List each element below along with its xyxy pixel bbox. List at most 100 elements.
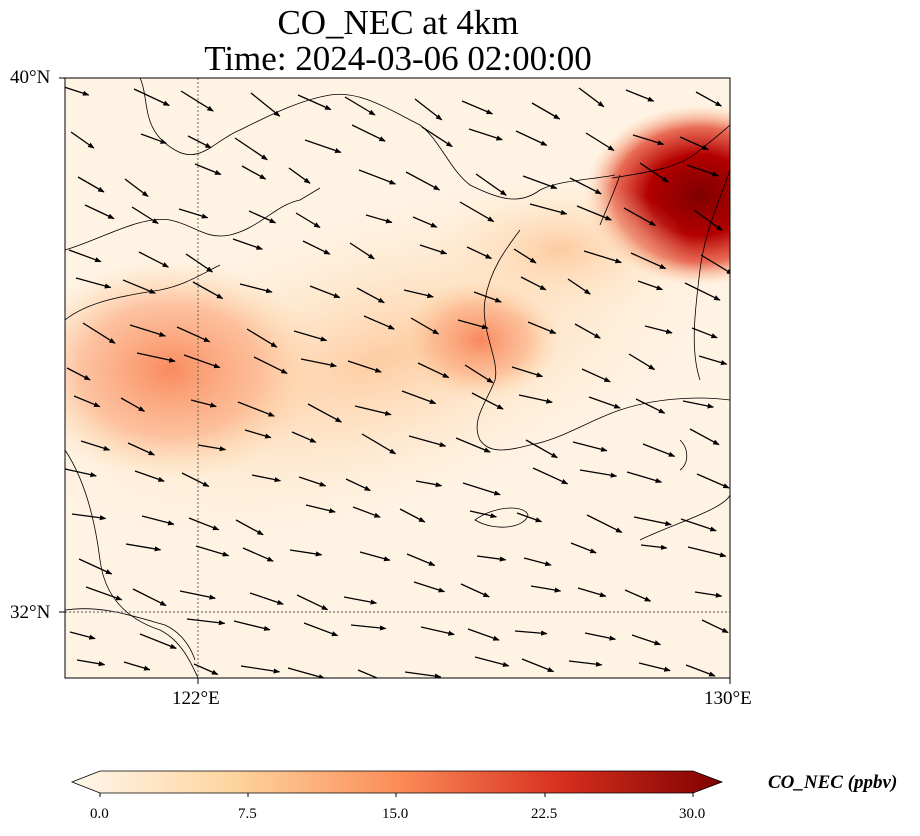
wind-arrow — [356, 287, 385, 304]
colorbar-tick-22-5: 22.5 — [531, 806, 558, 822]
wind-arrow — [344, 96, 376, 116]
wind-arrow — [687, 546, 727, 558]
coastline-jiangsu — [65, 449, 199, 678]
wind-arrow — [696, 473, 730, 489]
wind-arrow — [361, 433, 397, 455]
wind-vectors — [65, 86, 730, 678]
wind-arrow — [635, 398, 666, 414]
wind-arrow — [358, 169, 397, 185]
wind-arrow — [138, 251, 169, 268]
wind-arrow — [626, 471, 663, 484]
wind-arrow — [197, 444, 227, 452]
wind-arrow — [343, 596, 378, 605]
wind-arrow — [630, 252, 667, 270]
wind-arrow — [298, 476, 327, 487]
wind-arrow — [352, 506, 381, 518]
wind-arrow — [80, 440, 111, 451]
wind-arrow — [140, 133, 168, 144]
wind-arrow — [518, 394, 553, 404]
wind-arrow — [515, 130, 548, 146]
wind-arrow — [568, 660, 603, 667]
lon-tick-130e: 130°E — [704, 688, 752, 709]
wind-arrow — [406, 553, 436, 567]
wind-arrow — [680, 518, 717, 532]
wind-arrow — [123, 661, 151, 671]
wind-arrow — [69, 631, 96, 640]
wind-arrow — [233, 620, 271, 631]
wind-arrow — [471, 392, 504, 410]
wind-arrow — [514, 630, 548, 636]
wind-arrow — [459, 201, 495, 223]
wind-arrow — [633, 516, 672, 526]
wind-arrow — [623, 207, 656, 227]
wind-arrow — [185, 253, 214, 273]
wind-arrow — [475, 173, 507, 196]
wind-arrow — [125, 543, 162, 552]
wind-arrow — [234, 137, 268, 161]
concentration-field — [65, 78, 730, 678]
wind-arrow — [297, 94, 332, 111]
wind-arrow — [131, 206, 159, 225]
wind-arrow — [476, 555, 507, 562]
lon-tick-122e: 122°E — [172, 688, 220, 709]
gridlines — [65, 78, 730, 678]
wind-arrow — [180, 90, 214, 112]
wind-arrow — [413, 581, 446, 593]
wind-arrow — [71, 513, 107, 521]
wind-arrow — [414, 98, 443, 121]
colorbar-tick-7-5: 7.5 — [238, 806, 257, 822]
wind-arrow — [404, 671, 442, 678]
wind-arrow — [521, 658, 555, 673]
wind-arrow — [66, 367, 91, 381]
wind-arrow — [136, 352, 176, 363]
wind-arrow — [239, 283, 273, 294]
map-title: CO_NEC at 4km — [277, 3, 519, 42]
wind-arrow — [632, 134, 665, 146]
wind-arrow — [183, 354, 221, 369]
wind-arrow — [248, 210, 277, 224]
wind-arrow — [529, 203, 568, 215]
wind-arrow — [583, 250, 622, 264]
wind-arrow — [642, 443, 676, 458]
wind-arrow — [628, 353, 656, 371]
wind-arrow — [241, 165, 267, 180]
wind-arrow — [65, 86, 90, 96]
wind-arrow — [577, 587, 607, 598]
wind-arrow — [250, 92, 281, 117]
colorbar — [70, 770, 724, 794]
wind-arrow — [513, 248, 537, 264]
wind-arrow — [574, 323, 601, 339]
wind-arrow — [576, 205, 612, 221]
lat-tick-32n: 32°N — [10, 602, 51, 623]
wind-arrow — [70, 131, 95, 149]
wind-arrow — [351, 124, 386, 142]
wind-arrow — [700, 254, 730, 275]
wind-arrow — [309, 285, 341, 299]
colorbar-tick-30: 30.0 — [679, 806, 706, 822]
wind-arrow — [644, 325, 673, 334]
wind-arrow — [624, 589, 652, 602]
wind-arrow — [176, 326, 211, 343]
wind-arrow — [347, 360, 382, 373]
wind-arrow — [249, 592, 284, 605]
wind-arrow — [303, 622, 339, 637]
wind-arrow — [689, 428, 720, 446]
lat-tick-40n: 40°N — [10, 67, 51, 88]
wind-arrow — [412, 216, 438, 228]
wind-arrow — [588, 396, 621, 409]
wind-arrow — [82, 322, 116, 344]
wind-arrow — [349, 242, 375, 260]
wind-arrow — [419, 244, 448, 255]
wind-arrow — [133, 88, 170, 107]
wind-arrow — [188, 517, 220, 531]
wind-arrow — [302, 240, 331, 255]
wind-arrow — [572, 441, 608, 452]
coastline-korea-east — [693, 169, 730, 381]
wind-arrow — [473, 291, 502, 303]
wind-arrow — [530, 585, 562, 593]
wind-arrow — [235, 519, 264, 536]
wind-arrow — [78, 558, 113, 575]
wind-arrow — [192, 281, 224, 300]
wind-arrow — [359, 551, 391, 562]
wind-arrow — [637, 280, 664, 291]
